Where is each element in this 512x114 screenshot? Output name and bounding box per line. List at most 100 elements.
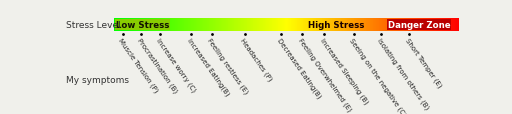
Bar	[191, 19, 193, 31]
Bar	[247, 19, 249, 31]
Bar	[365, 19, 366, 31]
Bar	[130, 19, 131, 31]
Bar	[283, 19, 284, 31]
Bar	[166, 19, 167, 31]
Bar	[447, 19, 448, 31]
Bar	[276, 19, 278, 31]
Bar	[349, 19, 351, 31]
Bar	[309, 19, 310, 31]
Bar	[207, 19, 208, 31]
Bar	[220, 19, 221, 31]
Bar	[160, 19, 161, 31]
Bar	[411, 19, 412, 31]
Text: Increase worry (C): Increase worry (C)	[155, 37, 197, 93]
Bar	[279, 19, 280, 31]
Bar	[264, 19, 265, 31]
Bar	[381, 19, 382, 31]
Bar	[164, 19, 166, 31]
Bar	[222, 19, 224, 31]
Bar	[256, 19, 257, 31]
Bar	[344, 19, 345, 31]
Bar	[394, 19, 395, 31]
Bar	[132, 19, 133, 31]
Bar	[127, 19, 129, 31]
Text: Feeling restless (E): Feeling restless (E)	[206, 37, 250, 95]
Bar	[146, 19, 147, 31]
Bar	[153, 19, 154, 31]
Bar	[340, 19, 342, 31]
Bar	[353, 19, 354, 31]
Bar	[181, 19, 182, 31]
Text: My symptoms: My symptoms	[66, 75, 129, 84]
Bar	[224, 19, 225, 31]
Bar	[131, 19, 132, 31]
Bar	[429, 19, 430, 31]
Bar	[298, 19, 300, 31]
Bar	[157, 19, 158, 31]
Bar	[125, 19, 127, 31]
Bar	[178, 19, 179, 31]
Bar	[409, 19, 410, 31]
Bar	[306, 19, 307, 31]
Bar	[392, 19, 393, 31]
Bar	[397, 19, 399, 31]
Bar	[259, 19, 260, 31]
Bar	[310, 19, 312, 31]
Bar	[121, 19, 123, 31]
Bar	[234, 19, 236, 31]
Text: Short Temper (E): Short Temper (E)	[404, 37, 443, 89]
Bar	[417, 19, 419, 31]
Bar	[118, 19, 119, 31]
Bar	[285, 19, 286, 31]
Text: Seeing on the negative (C): Seeing on the negative (C)	[348, 37, 408, 114]
Bar	[296, 19, 298, 31]
Bar	[352, 19, 353, 31]
Bar	[253, 19, 254, 31]
Bar	[189, 19, 191, 31]
Bar	[232, 19, 233, 31]
Bar	[343, 19, 344, 31]
Bar	[368, 19, 370, 31]
Bar	[312, 19, 313, 31]
Bar	[400, 19, 401, 31]
Bar	[193, 19, 194, 31]
Bar	[454, 19, 455, 31]
Bar	[433, 19, 434, 31]
Bar	[420, 19, 421, 31]
Bar	[333, 19, 334, 31]
Bar	[120, 19, 122, 31]
Bar	[230, 19, 231, 31]
Bar	[367, 19, 369, 31]
Bar	[432, 19, 433, 31]
Bar	[398, 19, 400, 31]
Bar	[447, 19, 449, 31]
Bar	[348, 19, 349, 31]
Bar	[267, 19, 268, 31]
Bar	[215, 19, 216, 31]
Bar	[401, 19, 402, 31]
Bar	[351, 19, 352, 31]
Bar	[299, 19, 301, 31]
Bar	[364, 19, 365, 31]
Bar	[392, 19, 394, 31]
Bar	[172, 19, 173, 31]
Bar	[258, 19, 259, 31]
Bar	[227, 19, 229, 31]
Bar	[194, 19, 195, 31]
Bar	[158, 19, 159, 31]
Bar	[228, 19, 230, 31]
Bar	[455, 19, 457, 31]
Bar	[159, 19, 161, 31]
Bar	[323, 19, 324, 31]
Bar	[303, 19, 304, 31]
Bar	[315, 19, 317, 31]
Bar	[300, 19, 301, 31]
Bar	[451, 19, 452, 31]
Bar	[319, 19, 321, 31]
Text: Muscle Tension (P): Muscle Tension (P)	[117, 37, 160, 93]
Bar	[285, 19, 287, 31]
Bar	[280, 19, 281, 31]
Bar	[260, 19, 261, 31]
Bar	[425, 19, 426, 31]
Bar	[125, 19, 126, 31]
